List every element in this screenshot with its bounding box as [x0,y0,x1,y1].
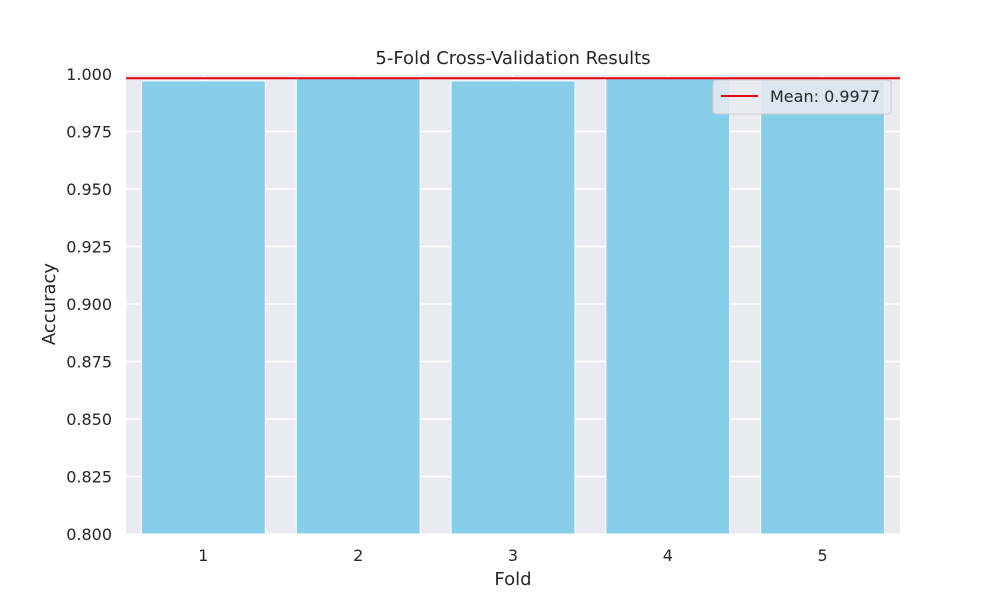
legend-box [712,79,892,115]
bar-fold-2 [295,76,421,535]
y-tick-label: 0.800 [66,525,112,544]
y-tick-labels: 0.800 0.825 0.850 0.875 0.900 0.925 0.950 0.975… [66,65,112,544]
x-tick-label: 5 [818,546,828,565]
x-tick-label: 1 [198,546,208,565]
y-tick-label: 0.900 [66,295,112,314]
bar-fold-4 [605,76,731,535]
x-tick-label: 3 [508,546,518,565]
y-tick-label: 1.000 [66,65,112,84]
bars [140,76,886,535]
legend-label: Mean: 0.9977 [770,87,880,106]
x-tick-labels: 1 2 3 4 5 [198,546,827,565]
y-tick-label: 0.950 [66,180,112,199]
x-axis-label: Fold [494,569,531,590]
y-tick-label: 0.825 [66,468,112,487]
y-tick-label: 0.850 [66,410,112,429]
legend: Mean: 0.9977 [712,79,892,115]
bar-fold-3 [450,80,576,535]
chart-title: 5-Fold Cross-Validation Results [375,48,650,69]
x-tick-label: 2 [353,546,363,565]
y-tick-label: 0.975 [66,123,112,142]
y-tick-label: 0.925 [66,238,112,257]
y-tick-label: 0.875 [66,353,112,372]
y-axis-label: Accuracy [39,263,60,346]
x-tick-label: 4 [663,546,673,565]
bar-fold-1 [140,80,266,535]
bar-fold-5 [760,80,886,535]
